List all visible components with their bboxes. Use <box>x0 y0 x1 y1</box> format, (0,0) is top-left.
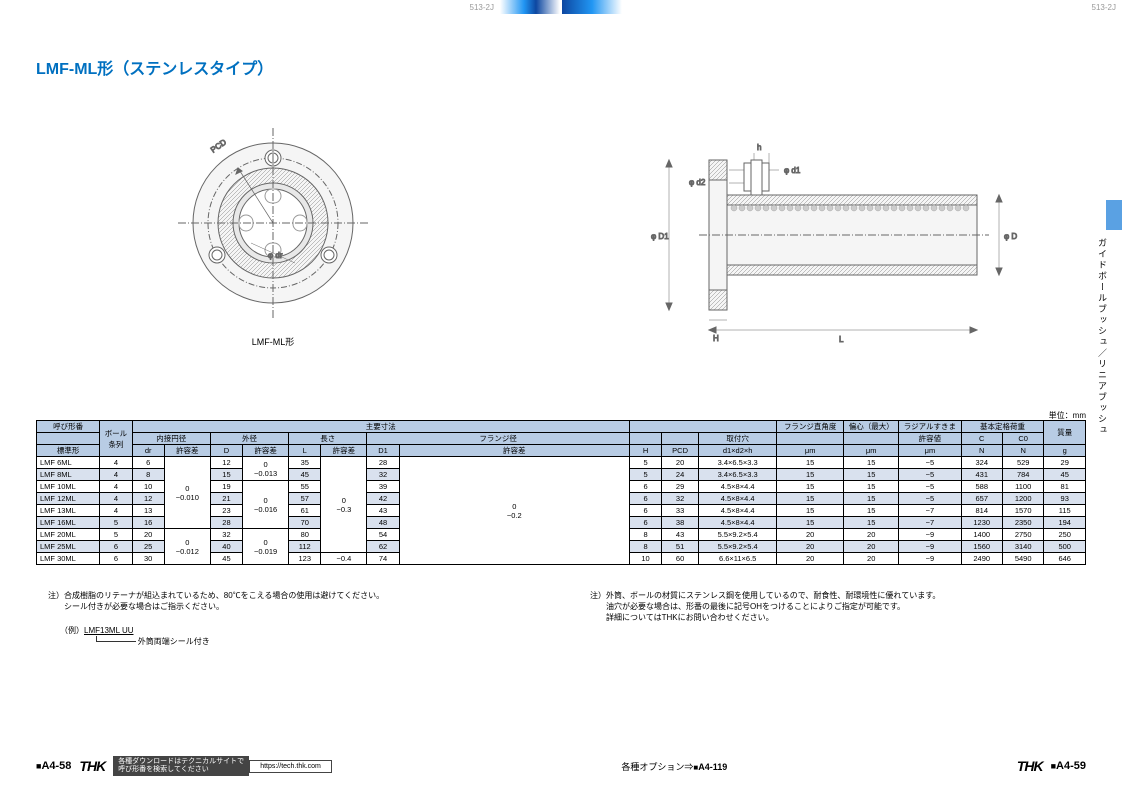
label-d2: φ d2 <box>689 178 706 187</box>
table-row: LMF 6ML460−0.010120−0.013350−0.3280−0.25… <box>37 457 1086 469</box>
hdr-od: 外径 <box>210 433 288 445</box>
hdr-id: 内接円径 <box>132 433 210 445</box>
header-grad-left <box>500 0 560 14</box>
hdr-C0: C0 <box>1002 433 1043 445</box>
page-right: ■A4-59 <box>1051 760 1086 772</box>
hdr-perp: フランジ直角度 <box>777 421 844 433</box>
side-tab-text: ガイドボールブッシュ／リニアブッシュ <box>1096 238 1109 436</box>
spec-table-body: LMF 6ML460−0.010120−0.013350−0.3280−0.25… <box>37 457 1086 565</box>
logo-left: THK <box>79 758 105 774</box>
top-code-right: 513-2J <box>622 0 1122 14</box>
label-D1: φ D1 <box>651 232 669 241</box>
hdr-len: 長さ <box>289 433 367 445</box>
hdr-main: 主要寸法 <box>132 421 629 433</box>
option-link: 各種オプション⇒■A4-119 <box>332 760 1017 773</box>
hdr-radial: ラジアルすきま <box>899 421 961 433</box>
page-left: ■A4-58 <box>36 760 71 772</box>
top-code-left: 513-2J <box>0 0 500 14</box>
page-title: LMF-ML形（ステンレスタイプ） <box>36 55 273 79</box>
download-box: 各種ダウンロードはテクニカルサイトで 呼び形番を検索してください https:/… <box>113 756 332 775</box>
label-D: φ D <box>1004 232 1017 241</box>
example-note: （例）LMF13ML UU 外筒両端シール付き <box>60 625 210 647</box>
hdr-C: C <box>961 433 1002 445</box>
flange-side-svg: φ D1 φ D L H h φ d1 φ d2 <box>614 125 1024 335</box>
label-H: H <box>713 334 719 343</box>
hdr-mass: 質量 <box>1044 421 1086 445</box>
hdr-std: 標準形 <box>37 445 100 457</box>
top-bar: 513-2J 513-2J <box>0 0 1122 14</box>
hdr-flange: フランジ径 <box>367 433 630 445</box>
hdr-model: 呼び形番 <box>37 421 100 433</box>
label-h: h <box>757 143 761 152</box>
hdr-mount: 取付穴 <box>699 433 777 445</box>
footer: ■A4-58 THK 各種ダウンロードはテクニカルサイトで 呼び形番を検索してく… <box>36 756 1086 776</box>
flange-front-svg: PCD φ dr <box>168 113 378 323</box>
spec-table: 呼び形番 ボール条列 主要寸法 フランジ直角度 偏心（最大） ラジアルすきま 基… <box>36 420 1086 565</box>
figure-front-view: PCD φ dr LMF-ML形 <box>0 100 546 360</box>
notes-right: 注）外筒、ボールの材質にステンレス鋼を使用しているので、耐食性、耐環境性に優れて… <box>590 590 940 624</box>
logo-right: THK <box>1017 758 1043 774</box>
side-tab-marker <box>1106 200 1122 230</box>
side-tab: ガイドボールブッシュ／リニアブッシュ <box>1096 200 1122 436</box>
label-d1: φ d1 <box>784 166 801 175</box>
label-dr: φ dr <box>268 251 283 260</box>
hdr-ecc: 偏心（最大） <box>844 421 899 433</box>
label-pcd: PCD <box>209 137 228 154</box>
hdr-rated: 基本定格荷重 <box>961 421 1044 433</box>
label-L: L <box>839 335 844 344</box>
header-grad-right <box>562 0 622 14</box>
figure1-caption: LMF-ML形 <box>252 335 295 348</box>
hdr-ball: ボール条列 <box>100 421 132 457</box>
figure-side-view: φ D1 φ D L H h φ d1 φ d2 <box>546 100 1092 360</box>
hdr-radial-sub: 許容値 <box>899 433 961 445</box>
notes-left: 注）合成樹脂のリテーナが組込まれているため、80℃をこえる場合の使用は避けてくだ… <box>48 590 384 612</box>
